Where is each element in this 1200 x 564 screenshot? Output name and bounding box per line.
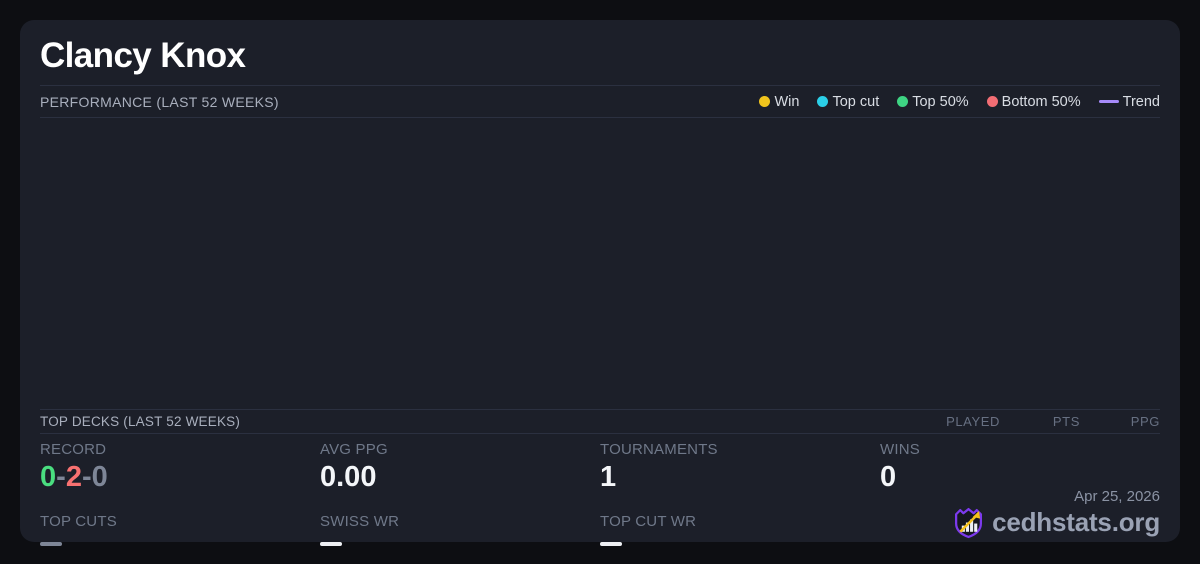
legend-label: Win [774,93,800,110]
record-wins: 0 [40,461,57,493]
avg-ppg-value: 0.00 [320,461,377,493]
card-footer: Apr 25, 2026 cedhstats.org [952,489,1160,539]
column-header-ppg: PPG [1130,414,1160,429]
wins-value: 0 [880,461,897,493]
empty-value-dash [600,542,622,546]
brand-wordmark: cedhstats.org [992,507,1160,537]
top-decks-section-title: TOP DECKS (LAST 52 WEEKS) [40,414,241,429]
trend-line-icon [1098,100,1119,103]
stat-label: TOURNAMENTS [600,441,718,458]
column-header-played: PLAYED [946,414,1000,429]
legend-label: Top cut [832,93,880,110]
legend-item-top-cut[interactable]: Top cut [817,94,879,110]
stats-panel: RECORD 0-2-0 AVG PPG 0.00 TOURNAMENTS 1 … [40,434,1160,546]
record-losses: 2 [65,461,82,493]
page-title: Clancy Knox [40,36,246,75]
record-separator: - [81,461,92,493]
stat-tournaments: TOURNAMENTS 1 [600,441,880,494]
empty-value-dash [320,542,342,546]
player-stats-card: Clancy Knox PERFORMANCE (LAST 52 WEEKS) … [20,20,1180,546]
legend-label: Top 50% [912,93,969,110]
stat-label: AVG PPG [320,441,388,458]
stat-record: RECORD 0-2-0 [40,441,320,494]
top-decks-section-header: TOP DECKS (LAST 52 WEEKS) PLAYED PTS PPG [40,409,1160,434]
legend-label: Bottom 50% [1001,93,1081,110]
chart-legend: Win Top cut Top 50% Bottom 50% Trend [759,94,1160,110]
performance-chart [40,118,1160,409]
legend-item-bottom-50[interactable]: Bottom 50% [986,93,1081,110]
stat-wins: WINS 0 [880,441,1160,494]
performance-section-header: PERFORMANCE (LAST 52 WEEKS) Win Top cut … [40,85,1160,118]
cedhstats-shield-logo-icon [955,507,983,539]
record-draws: 0 [91,461,108,493]
stat-label: WINS [880,441,920,458]
stat-top-cuts: TOP CUTS [40,513,320,546]
legend-item-win[interactable]: Win [759,94,799,110]
tournaments-value: 1 [600,461,617,493]
column-header-pts: PTS [1052,414,1080,429]
bottom-50-dot-icon [986,96,998,107]
stat-label: SWISS WR [320,513,400,530]
stat-avg-ppg: AVG PPG 0.00 [320,441,600,494]
date-label: Apr 25, 2026 [1074,488,1160,505]
brand[interactable]: cedhstats.org [952,506,1160,539]
stat-label: TOP CUT WR [600,513,697,530]
record-separator: - [56,461,66,493]
legend-item-top-50[interactable]: Top 50% [897,93,969,110]
empty-value-dash [40,542,62,546]
win-dot-icon [759,96,771,107]
legend-label: Trend [1122,93,1160,110]
record-value: 0-2-0 [40,460,320,494]
stat-swiss-wr: SWISS WR [320,513,600,546]
stats-row-1: RECORD 0-2-0 AVG PPG 0.00 TOURNAMENTS 1 … [40,434,1160,494]
top-cut-dot-icon [817,96,829,107]
stat-label: TOP CUTS [40,513,117,530]
top-50-dot-icon [897,96,909,107]
stat-top-cut-wr: TOP CUT WR [600,513,880,546]
legend-item-trend[interactable]: Trend [1098,93,1160,110]
stats-row-2: TOP CUTS SWISS WR TOP CUT WR [40,494,1160,546]
performance-section-title: PERFORMANCE (LAST 52 WEEKS) [40,93,279,110]
stat-label: RECORD [40,441,107,458]
top-decks-column-headers: PLAYED PTS PPG [910,414,1160,429]
